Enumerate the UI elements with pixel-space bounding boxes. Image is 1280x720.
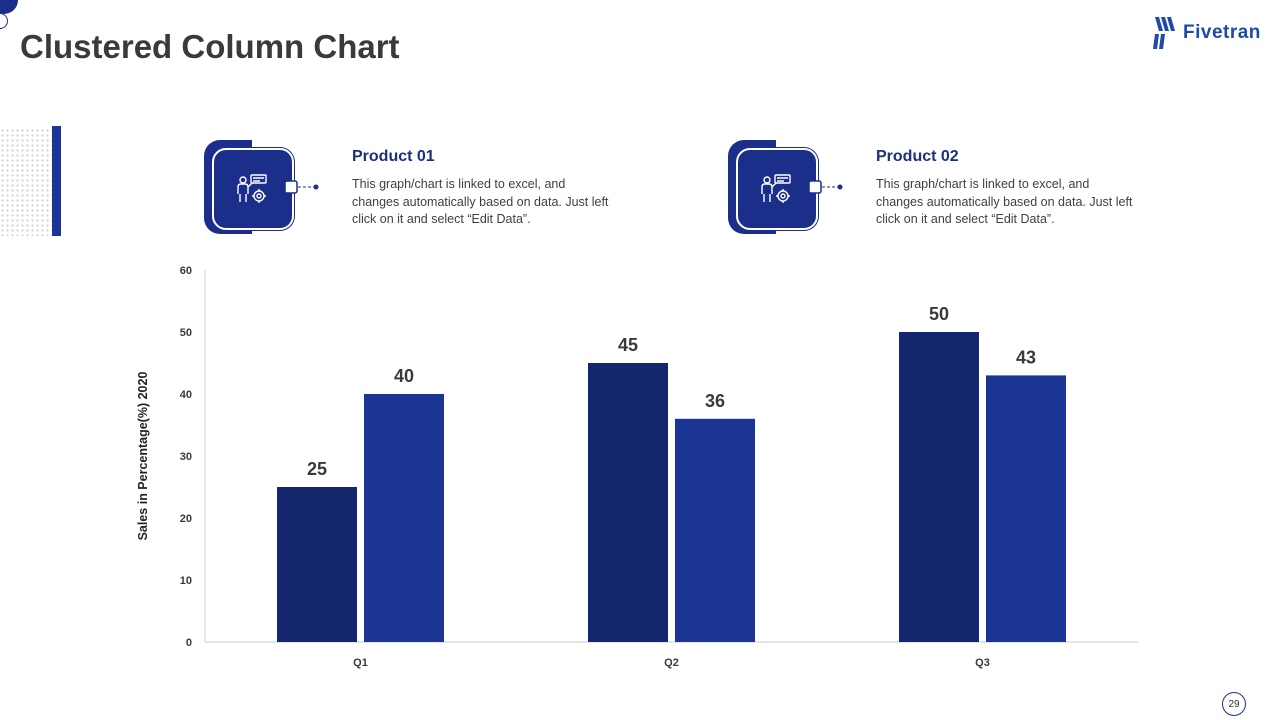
y-tick-label: 50 [180,327,192,339]
product-title: Product 01 [352,148,435,165]
page-title: Clustered Column Chart [20,28,400,65]
data-label: 36 [705,391,725,411]
data-label: 25 [307,459,327,479]
bar-q2-series-2 [675,418,755,642]
data-label: 50 [929,304,949,324]
product-card-2: Product 02 This graph/chart is linked to… [728,140,1168,240]
data-label: 43 [1016,347,1036,367]
y-axis-title: Sales in Percentage(%) 2020 [136,372,150,541]
dot-pattern-decoration [0,128,52,236]
y-tick-label: 40 [180,389,192,401]
bar-q3-series-1 [899,332,979,642]
product-description: This graph/chart is linked to excel, and… [876,177,1133,226]
product-icon-box [736,148,818,230]
worker-gear-icon [761,174,791,203]
y-tick-label: 0 [186,637,192,649]
chart-labels: 25 40 45 36 50 43 [307,304,1036,479]
y-tick-label: 30 [180,451,192,463]
brand-logo: Fivetran [1153,17,1261,49]
x-tick-label: Q2 [664,657,679,669]
y-tick-label: 10 [180,575,192,587]
x-tick-label: Q3 [975,657,990,669]
connector-line [808,180,843,194]
product-icon-box [212,148,294,230]
connector-line [284,180,319,194]
product-description: This graph/chart is linked to excel, and… [352,177,609,226]
logo-text: Fivetran [1183,22,1261,43]
product-card-1: Product 01 This graph/chart is linked to… [204,140,644,240]
data-label: 40 [394,366,414,386]
bar-q2-series-1 [588,363,668,642]
page-number: 29 [1222,692,1246,716]
y-tick-label: 20 [180,513,192,525]
data-label: 45 [618,335,638,355]
bar-q1-series-1 [277,487,357,642]
y-tick-label: 60 [180,265,192,277]
product-title: Product 02 [876,148,959,165]
chart-bars [277,332,1066,642]
x-tick-label: Q1 [353,657,368,669]
accent-bar [52,126,61,236]
fivetran-logo-icon [1153,17,1175,49]
bar-q3-series-2 [986,375,1066,642]
bar-q1-series-2 [364,394,444,642]
worker-gear-icon [237,174,267,203]
chart-axes: 0 10 20 30 40 50 60 Sales in Percentage(%) 2020… [136,265,1138,669]
